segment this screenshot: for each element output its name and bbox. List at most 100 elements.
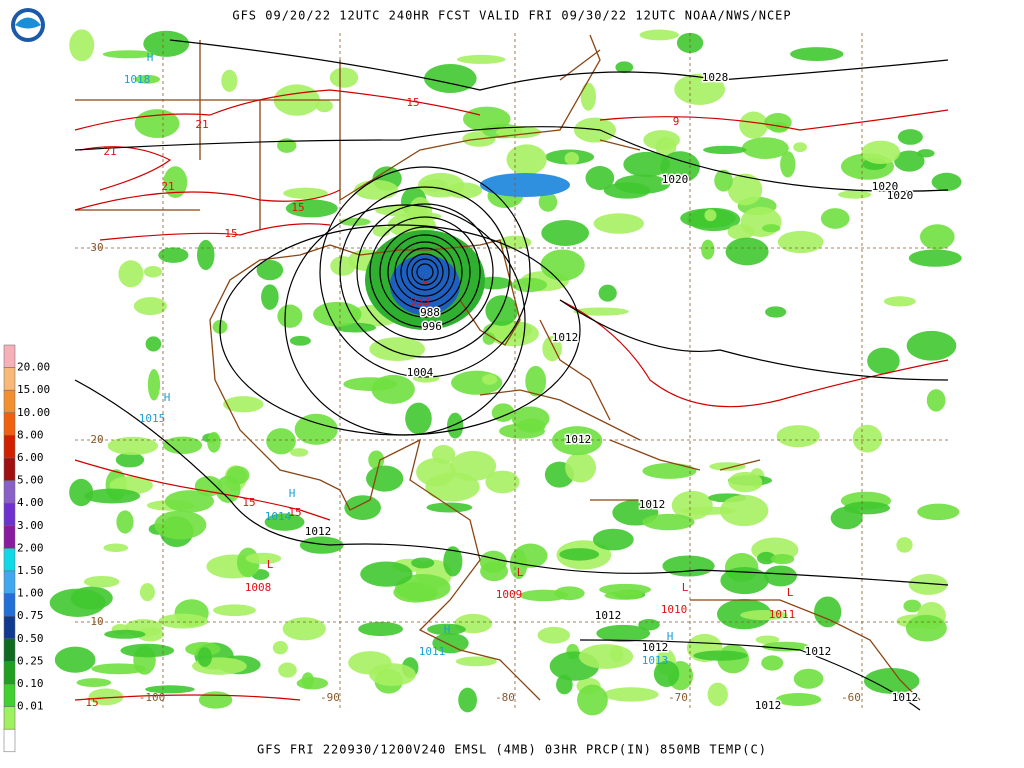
precip-blob <box>427 623 466 636</box>
isobar <box>559 299 949 381</box>
precip-blob <box>485 470 520 494</box>
precip-blob <box>329 67 359 88</box>
longitude-label: -70 <box>668 691 688 704</box>
precip-blob <box>369 337 425 362</box>
precip-blob <box>412 373 440 383</box>
precip-blob <box>727 173 763 206</box>
precip-blob <box>143 30 190 57</box>
isobar-label: 1012 <box>755 699 782 712</box>
precip-blob <box>769 121 789 133</box>
center-symbol: L <box>517 566 524 579</box>
legend-label: 4.00 <box>17 496 44 509</box>
legend-swatch <box>3 480 16 504</box>
precip-blob <box>642 463 697 479</box>
precip-blob <box>525 365 547 397</box>
coastlines <box>75 34 921 701</box>
precip-blob <box>134 109 180 138</box>
legend-swatch <box>3 412 16 436</box>
center-pressure: 1011 <box>769 608 796 621</box>
center-pressure: 1008 <box>245 581 272 594</box>
precip-blob <box>720 567 769 595</box>
latitude-label: 20 <box>90 433 103 446</box>
precip-blob <box>198 691 233 709</box>
precip-blob <box>662 555 715 577</box>
precip-blob <box>289 448 309 457</box>
precip-blob <box>820 208 850 229</box>
precip-blob <box>481 374 498 385</box>
precip-blob <box>283 187 328 199</box>
precip-blob <box>757 551 776 565</box>
legend-swatch <box>3 367 16 391</box>
precip-blob <box>54 646 96 673</box>
center-pressure: 1009 <box>496 588 523 601</box>
precip-blob <box>296 677 329 690</box>
precip-blob <box>426 502 473 513</box>
precip-blob <box>463 106 511 132</box>
temperature-contours <box>74 89 949 701</box>
legend-swatch <box>3 615 16 640</box>
precip-blob <box>330 256 356 276</box>
precip-blob <box>896 537 913 553</box>
precip-blob <box>565 452 597 483</box>
precip-blob <box>83 575 120 588</box>
precip-blob <box>154 510 207 540</box>
precip-blob <box>294 413 338 445</box>
isobar <box>219 224 581 436</box>
legend-swatch <box>3 661 16 685</box>
center-pressure: 1018 <box>124 73 151 86</box>
precip-blob <box>213 604 256 617</box>
precip-blob <box>623 151 671 177</box>
precip-blob <box>408 196 433 229</box>
isobar-label: 1012 <box>642 641 669 654</box>
precip-blob <box>780 151 796 178</box>
precip-blob <box>775 692 822 706</box>
precip-blob <box>642 513 695 531</box>
header-title: GFS 09/20/22 12UTC 240HR FCST VALID FRI … <box>232 9 791 23</box>
precip-blob <box>118 260 144 288</box>
legend-swatch <box>3 638 16 662</box>
precip-blob <box>776 425 820 448</box>
legend-label: 15.00 <box>17 383 50 396</box>
precip-blob <box>894 150 925 172</box>
precip-blob <box>838 190 872 199</box>
isobar-label: 1012 <box>565 433 592 446</box>
precip-blob <box>277 138 297 153</box>
legend-label: 1.50 <box>17 564 44 577</box>
precip-blob <box>360 561 413 587</box>
isobar-label: 1012 <box>305 525 332 538</box>
isobar <box>339 186 511 358</box>
precip-blob <box>931 172 962 192</box>
isobar <box>356 203 494 341</box>
center-pressure: 1014 <box>265 510 292 523</box>
precip-blob <box>603 182 651 199</box>
temperature-label: 15 <box>291 201 304 214</box>
center-pressure: 1011 <box>419 645 446 658</box>
precip-blob <box>908 249 962 267</box>
precip-blob <box>765 306 787 318</box>
precip-blob <box>513 543 548 568</box>
precip-blob <box>315 99 333 113</box>
center-pressure: 933 <box>410 295 430 308</box>
isobar-label: 1020 <box>872 180 899 193</box>
precip-blob <box>158 613 209 629</box>
legend-swatch <box>3 525 16 549</box>
precip-blob <box>714 169 733 192</box>
precip-blob <box>223 396 264 413</box>
precip-blob <box>455 656 497 667</box>
precip-blob <box>133 297 167 316</box>
precip-blob <box>139 583 155 602</box>
precip-blob <box>84 488 141 504</box>
precip-blob <box>395 574 451 602</box>
precip-blob <box>926 389 946 412</box>
precip-blob <box>416 458 456 487</box>
legend-swatch <box>3 502 16 527</box>
center-pressure: 1013 <box>642 654 669 667</box>
precip-blob <box>639 29 679 41</box>
precip-blob <box>793 668 824 689</box>
precip-blob <box>707 682 728 707</box>
isobar <box>74 379 949 586</box>
precip-blob <box>861 140 901 165</box>
precip-blob <box>107 436 159 455</box>
precip-blob <box>116 510 134 534</box>
precip-blob <box>573 307 629 316</box>
